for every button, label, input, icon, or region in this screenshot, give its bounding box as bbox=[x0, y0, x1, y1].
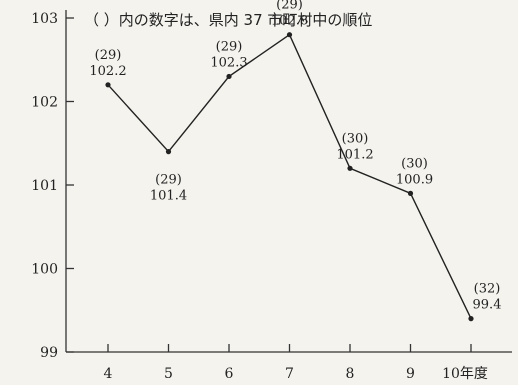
data-point bbox=[286, 32, 293, 38]
data-point bbox=[165, 149, 172, 155]
rank-label: (29) bbox=[95, 48, 122, 63]
x-tick-label-with-unit: 10年度 bbox=[442, 366, 488, 382]
rank-label: (32) bbox=[474, 282, 501, 297]
value-label: 102.2 bbox=[89, 64, 126, 79]
data-point bbox=[407, 190, 414, 196]
value-label: 102.8 bbox=[271, 14, 308, 29]
rank-label: (30) bbox=[342, 131, 369, 146]
value-label: 100.9 bbox=[396, 172, 433, 187]
y-tick-label: 99 bbox=[40, 345, 58, 361]
data-point bbox=[226, 73, 232, 80]
rank-label: (29) bbox=[155, 173, 182, 188]
data-point bbox=[105, 82, 111, 88]
data-labels: (29)102.2(29)101.4(29)102.3(29)102.8(30)… bbox=[89, 0, 501, 313]
x-tick-label: 5 bbox=[164, 366, 173, 382]
x-tick-label: 4 bbox=[104, 366, 113, 382]
y-tick-label: 102 bbox=[31, 95, 58, 111]
value-label: 102.3 bbox=[210, 55, 247, 70]
value-label: 101.4 bbox=[150, 189, 187, 204]
rank-label: (29) bbox=[276, 0, 303, 13]
x-tick-label: 8 bbox=[346, 366, 355, 382]
x-tick-label: 9 bbox=[406, 366, 415, 382]
data-points bbox=[105, 32, 474, 322]
x-tick-label: 7 bbox=[285, 366, 294, 382]
chart-note: （ ）内の数字は、県内 37 市町村中の順位 bbox=[84, 11, 372, 29]
y-tick-label: 100 bbox=[31, 262, 58, 278]
value-label: 101.2 bbox=[336, 147, 373, 162]
value-label: 99.4 bbox=[473, 298, 502, 313]
data-point bbox=[468, 316, 474, 322]
y-tick-label: 101 bbox=[31, 178, 58, 194]
y-ticks: 99 100 101 102 103 bbox=[31, 11, 74, 361]
data-point bbox=[347, 165, 353, 171]
rank-label: (29) bbox=[216, 39, 243, 54]
x-ticks: 4 5 6 7 8 9 10年度 bbox=[104, 344, 488, 382]
rank-label: (30) bbox=[401, 156, 428, 171]
y-tick-label: 103 bbox=[31, 11, 58, 27]
x-tick-label: 6 bbox=[225, 366, 234, 382]
